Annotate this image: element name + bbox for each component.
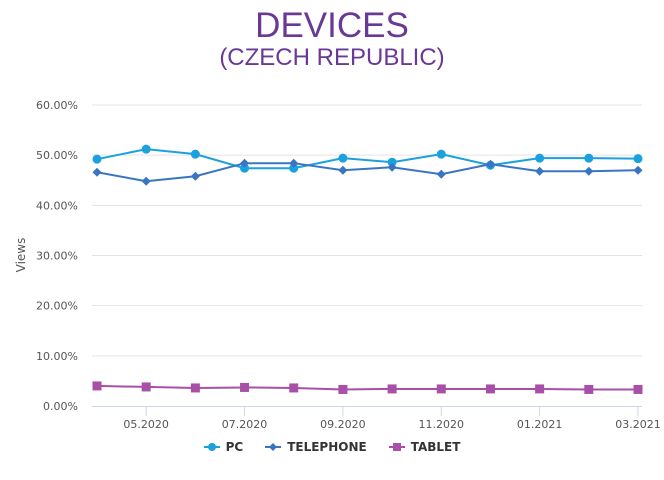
legend-item-pc[interactable]: PC: [203, 440, 244, 454]
data-point: [240, 382, 250, 392]
y-tick-label: 50.00%: [36, 149, 78, 162]
data-point: [535, 384, 545, 394]
x-tick-label: 07.2020: [222, 418, 268, 430]
gridlines: [92, 104, 642, 357]
y-tick-label: 0.00%: [43, 400, 78, 413]
data-point: [240, 163, 250, 173]
data-point: [190, 149, 200, 159]
data-point: [584, 153, 594, 163]
series-tablet: [92, 381, 643, 394]
data-point: [436, 149, 446, 159]
line-chart: 0.00% 10.00% 20.00% 30.00% 40.00% 50.00% 60.00…: [14, 99, 661, 430]
data-point: [387, 384, 397, 394]
data-point: [141, 176, 151, 186]
y-tick-label: 30.00%: [36, 250, 78, 263]
data-point: [535, 153, 545, 163]
legend: PC TELEPHONE TABLET: [0, 440, 664, 454]
x-tick-label: 05.2020: [123, 418, 169, 430]
data-point: [633, 384, 643, 394]
data-point: [92, 381, 102, 391]
chart-title: DEVICES: [255, 6, 409, 45]
series-pc: [92, 144, 643, 173]
x-tick-label: 03.2021: [615, 418, 661, 430]
data-point: [289, 158, 299, 168]
data-point: [289, 163, 299, 173]
data-point: [633, 165, 643, 175]
data-point: [584, 384, 594, 394]
series-group: [92, 144, 643, 394]
series-line: [96, 148, 639, 170]
data-point: [436, 169, 446, 179]
data-point: [92, 154, 102, 164]
data-point: [190, 383, 200, 393]
y-tick-label: 10.00%: [36, 350, 78, 363]
square-marker-icon: [388, 443, 405, 451]
data-point: [141, 382, 151, 392]
data-point: [141, 144, 151, 154]
data-point: [485, 159, 495, 169]
x-tick-label: 09.2020: [320, 418, 366, 430]
data-point: [535, 166, 545, 176]
data-point: [338, 165, 348, 175]
y-axis-label: Views: [14, 238, 28, 273]
data-point: [633, 154, 643, 164]
data-point: [387, 157, 397, 167]
x-tick-label: 01.2021: [517, 418, 563, 430]
legend-label: TABLET: [410, 440, 461, 454]
y-tick-label: 60.00%: [36, 99, 78, 112]
data-point: [190, 171, 200, 181]
circle-marker-icon: [203, 443, 220, 451]
data-point: [92, 167, 102, 177]
chart-subtitle: (CZECH REPUBLIC): [219, 44, 445, 71]
data-point: [240, 158, 250, 168]
data-point: [485, 384, 495, 394]
data-point: [436, 384, 446, 394]
legend-label: PC: [225, 440, 244, 454]
y-axis-ticks: 0.00% 10.00% 20.00% 30.00% 40.00% 50.00% 60.00…: [36, 99, 78, 413]
series-line: [96, 162, 639, 183]
legend-item-telephone[interactable]: TELEPHONE: [265, 440, 367, 454]
legend-item-tablet[interactable]: TABLET: [388, 440, 461, 454]
data-point: [338, 153, 348, 163]
series-telephone: [92, 158, 643, 186]
y-tick-label: 20.00%: [36, 300, 78, 313]
data-point: [387, 162, 397, 172]
x-axis: 05.2020 07.2020 09.2020 11.2020 01.2021 03.20…: [92, 406, 661, 430]
y-tick-label: 40.00%: [36, 199, 78, 212]
x-tick-label: 11.2020: [419, 418, 465, 430]
legend-label: TELEPHONE: [287, 440, 367, 454]
data-point: [584, 166, 594, 176]
diamond-marker-icon: [265, 443, 282, 451]
data-point: [338, 384, 348, 394]
data-point: [289, 383, 299, 393]
series-line: [96, 384, 638, 391]
